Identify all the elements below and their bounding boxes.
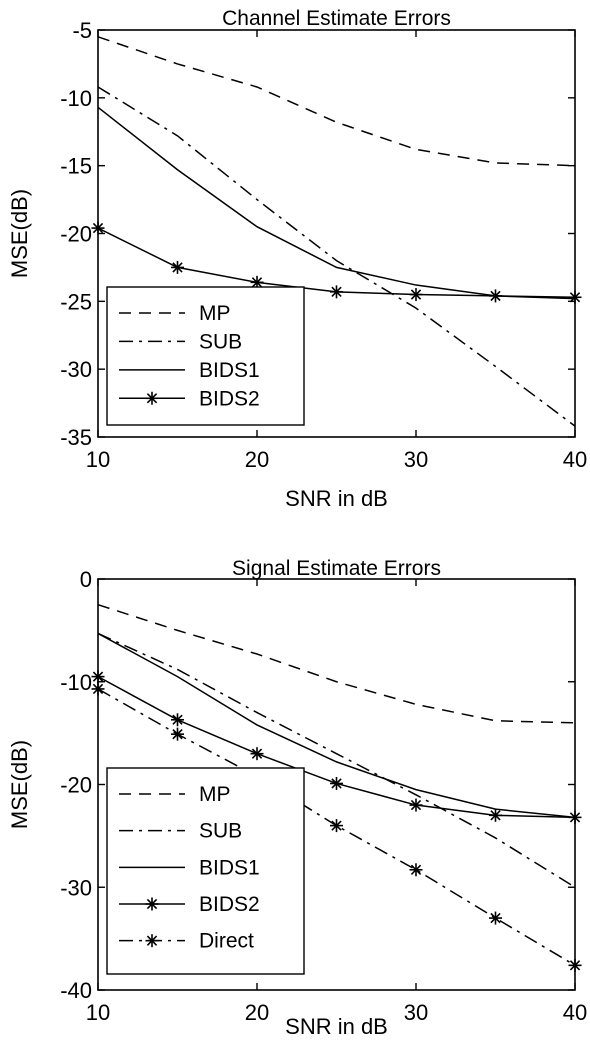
chart-title: Channel Estimate Errors [222,7,451,30]
data-point-star [568,958,582,972]
legend-label: SUB [199,330,242,353]
y-tick-label: -40 [60,978,92,1003]
data-point-star [409,863,423,877]
series-line-sub [97,86,576,427]
legend-label: BIDS1 [199,359,260,382]
series-bids2 [91,670,582,824]
x-tick-label: 30 [404,1000,428,1025]
legend: MP SUB BIDS1 BIDS2 [106,286,305,426]
series-bids2 [91,221,582,304]
chart-title: Signal Estimate Errors [232,557,441,580]
data-point-star [568,290,582,304]
signal-estimate-chart: Signal Estimate Errors 10 20 30 40 0 -10 -20 -30… [7,557,587,1039]
channel-estimate-chart: Channel Estimate Errors 10 20 30 40 -5 -10 -15 -… [7,7,587,511]
x-tick-label: 30 [404,447,428,472]
y-tick-label: -25 [60,289,92,314]
legend-star-marker [145,934,159,948]
x-tick-label: 40 [563,1000,587,1025]
y-tick-label: -35 [60,425,92,450]
series-mp [97,36,576,167]
data-point-star [409,288,423,302]
data-point-star [330,285,343,299]
y-tick-label: 0 [80,567,92,592]
data-point-star [171,260,184,274]
series-line-mp [97,36,576,167]
data-point-star [91,670,105,684]
legend-star-marker [145,897,159,911]
data-point-star [489,289,502,303]
y-tick-label: -10 [60,86,92,111]
y-tick-label: -20 [60,222,92,247]
legend-box [106,286,305,426]
legend-label: Direct [199,930,254,953]
legend-star-marker [145,391,159,405]
legend-label: MP [199,302,231,325]
x-tick-label: 20 [245,447,269,472]
series-sub [97,86,576,427]
data-point-star [489,808,502,822]
data-point-star [91,221,105,235]
y-tick-label: -5 [72,18,92,43]
data-point-star [330,819,343,833]
y-tick-label: -15 [60,154,92,179]
y-tick-label: -10 [60,670,92,695]
series-bids1 [97,106,576,300]
x-tick-label: 10 [86,1000,110,1025]
x-tick-label: 40 [563,447,587,472]
legend-label: BIDS2 [199,893,260,916]
legend-box [106,767,305,975]
series-mp [97,603,576,724]
legend-label: MP [199,783,231,806]
y-tick-label: -20 [60,773,92,798]
y-axis-label: MSE(dB) [7,740,32,829]
y-axis-label: MSE(dB) [7,189,32,278]
series-line-mp [97,603,576,724]
legend: MP SUB BIDS1 BIDS2 Direct [106,767,305,975]
series-line-sub [97,632,576,888]
x-tick-label: 10 [86,447,110,472]
series-line-bids1 [97,106,576,300]
data-point-star [91,682,105,696]
series-direct [91,682,582,972]
x-tick-label: 20 [245,1000,269,1025]
y-tick-label: -30 [60,875,92,900]
x-axis-label: SNR in dB [285,1014,388,1039]
legend-label: BIDS1 [199,856,260,879]
data-point-star [250,747,264,761]
series-sub [97,632,576,888]
data-point-star [171,727,184,741]
data-point-star [330,776,343,790]
data-point-star [489,911,502,925]
data-point-star [409,798,423,812]
legend-label: BIDS2 [199,387,260,410]
data-point-star [171,713,184,727]
legend-label: SUB [199,820,242,843]
data-point-star [568,810,582,824]
x-axis-label: SNR in dB [285,486,388,511]
y-tick-label: -30 [60,357,92,382]
